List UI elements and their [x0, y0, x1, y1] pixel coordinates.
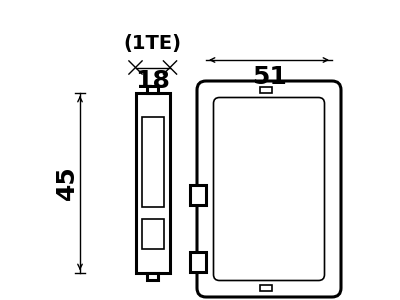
Bar: [260, 285, 272, 291]
Text: 51: 51: [252, 64, 286, 88]
Bar: [147, 86, 158, 93]
FancyBboxPatch shape: [214, 98, 324, 280]
Bar: [147, 273, 158, 280]
FancyBboxPatch shape: [197, 81, 341, 297]
Bar: [190, 252, 206, 272]
Bar: [136, 93, 170, 273]
Bar: [260, 87, 272, 93]
Text: 18: 18: [135, 69, 170, 93]
Bar: [190, 185, 206, 205]
Text: (1TE): (1TE): [124, 34, 182, 53]
Bar: [142, 117, 164, 207]
Bar: [142, 219, 164, 249]
Text: 45: 45: [54, 166, 78, 200]
